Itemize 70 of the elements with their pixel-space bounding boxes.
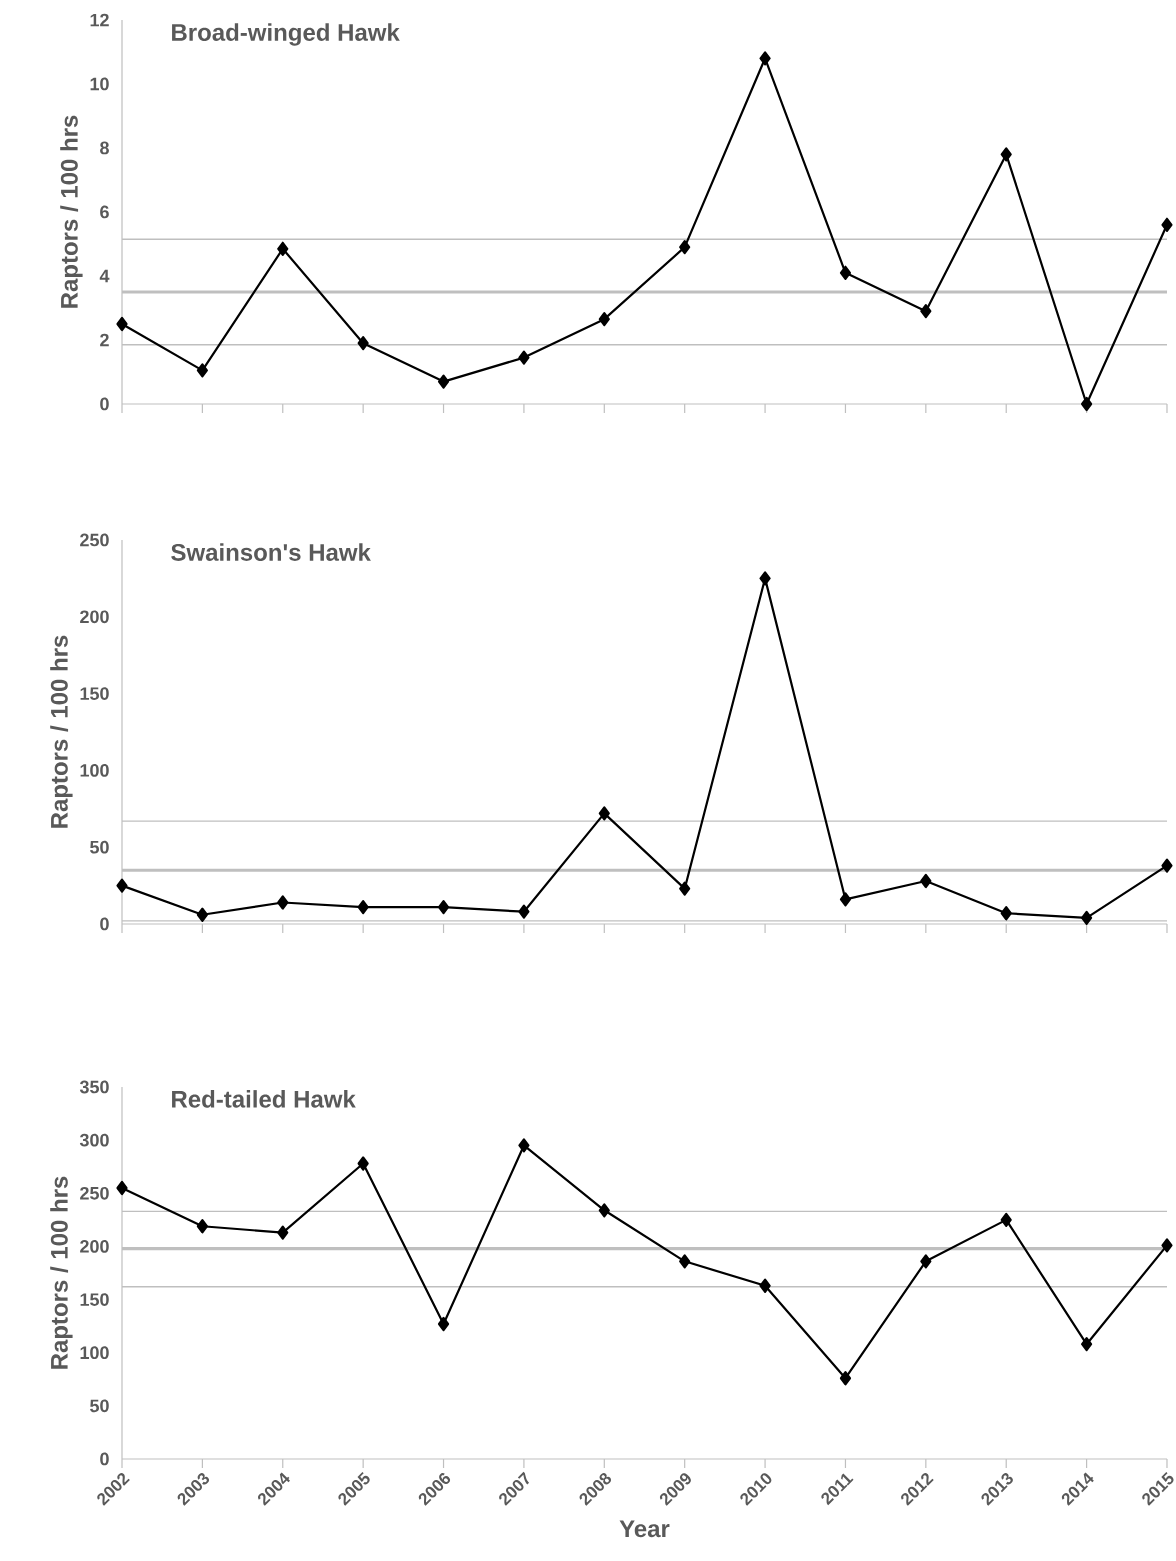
point <box>116 1180 128 1196</box>
point <box>839 892 852 907</box>
y-tick-label: 100 <box>80 764 109 777</box>
chart-title: Broad-winged Hawk <box>172 23 400 46</box>
point <box>357 1156 369 1171</box>
y-axis-title: Raptors / 100 hrs <box>50 1176 73 1369</box>
y-tick-label: 200 <box>80 610 109 624</box>
point <box>1081 1337 1093 1352</box>
point <box>920 1254 932 1269</box>
y-tick-label: 2 <box>100 333 109 347</box>
point <box>1081 396 1093 412</box>
point <box>357 900 369 915</box>
chart-title: Swainson's Hawk <box>171 543 371 561</box>
point <box>437 900 450 915</box>
point <box>839 265 852 280</box>
point <box>277 241 289 256</box>
y-tick-label: 50 <box>90 840 109 854</box>
point <box>1161 1238 1173 1253</box>
y-tick-label: 250 <box>80 1186 109 1200</box>
point <box>116 316 128 332</box>
point <box>437 1316 450 1332</box>
y-tick-label: 50 <box>90 1399 109 1413</box>
point <box>679 1254 691 1269</box>
y-tick-label: 4 <box>99 269 110 283</box>
point <box>1161 858 1173 873</box>
point <box>518 904 530 919</box>
point <box>116 878 128 893</box>
point <box>518 350 530 365</box>
point <box>598 1203 610 1218</box>
point <box>839 1371 852 1386</box>
point <box>518 1138 530 1153</box>
y-tick-label: 150 <box>80 687 109 700</box>
y-tick-label: 0 <box>100 397 109 411</box>
point <box>277 1225 289 1240</box>
point <box>437 374 450 389</box>
y-tick-label: 10 <box>90 77 109 91</box>
y-tick-label: 250 <box>80 533 109 547</box>
point <box>196 363 208 378</box>
point <box>598 312 610 327</box>
y-axis-title: Raptors / 100 hrs <box>50 635 73 828</box>
point <box>1000 1212 1012 1227</box>
y-tick-label: 8 <box>100 141 109 155</box>
y-tick-label: 12 <box>90 13 109 27</box>
y-axis-title: Raptors / 100 hrs <box>60 115 83 308</box>
point <box>357 336 369 351</box>
y-tick-label: 100 <box>80 1346 109 1360</box>
point <box>679 240 691 255</box>
x-axis-title: Year <box>619 1520 670 1538</box>
point <box>759 1278 771 1293</box>
point <box>920 873 932 889</box>
y-tick-label: 6 <box>100 205 109 219</box>
point <box>1000 906 1012 921</box>
point <box>277 895 289 910</box>
y-tick-label: 0 <box>100 1452 109 1466</box>
point <box>759 571 771 586</box>
point <box>1000 147 1012 162</box>
chart-title: Red-tailed Hawk <box>172 1090 356 1108</box>
y-tick-label: 150 <box>80 1293 109 1306</box>
point <box>759 51 771 66</box>
point <box>1161 217 1173 232</box>
y-tick-label: 300 <box>79 1133 109 1147</box>
point <box>196 1219 208 1234</box>
y-tick-label: 350 <box>79 1080 109 1094</box>
point <box>196 907 208 922</box>
point <box>679 881 691 896</box>
point <box>598 806 610 821</box>
point <box>1081 910 1093 925</box>
y-tick-label: 0 <box>100 917 109 931</box>
point <box>920 304 932 319</box>
y-tick-label: 200 <box>80 1240 109 1253</box>
